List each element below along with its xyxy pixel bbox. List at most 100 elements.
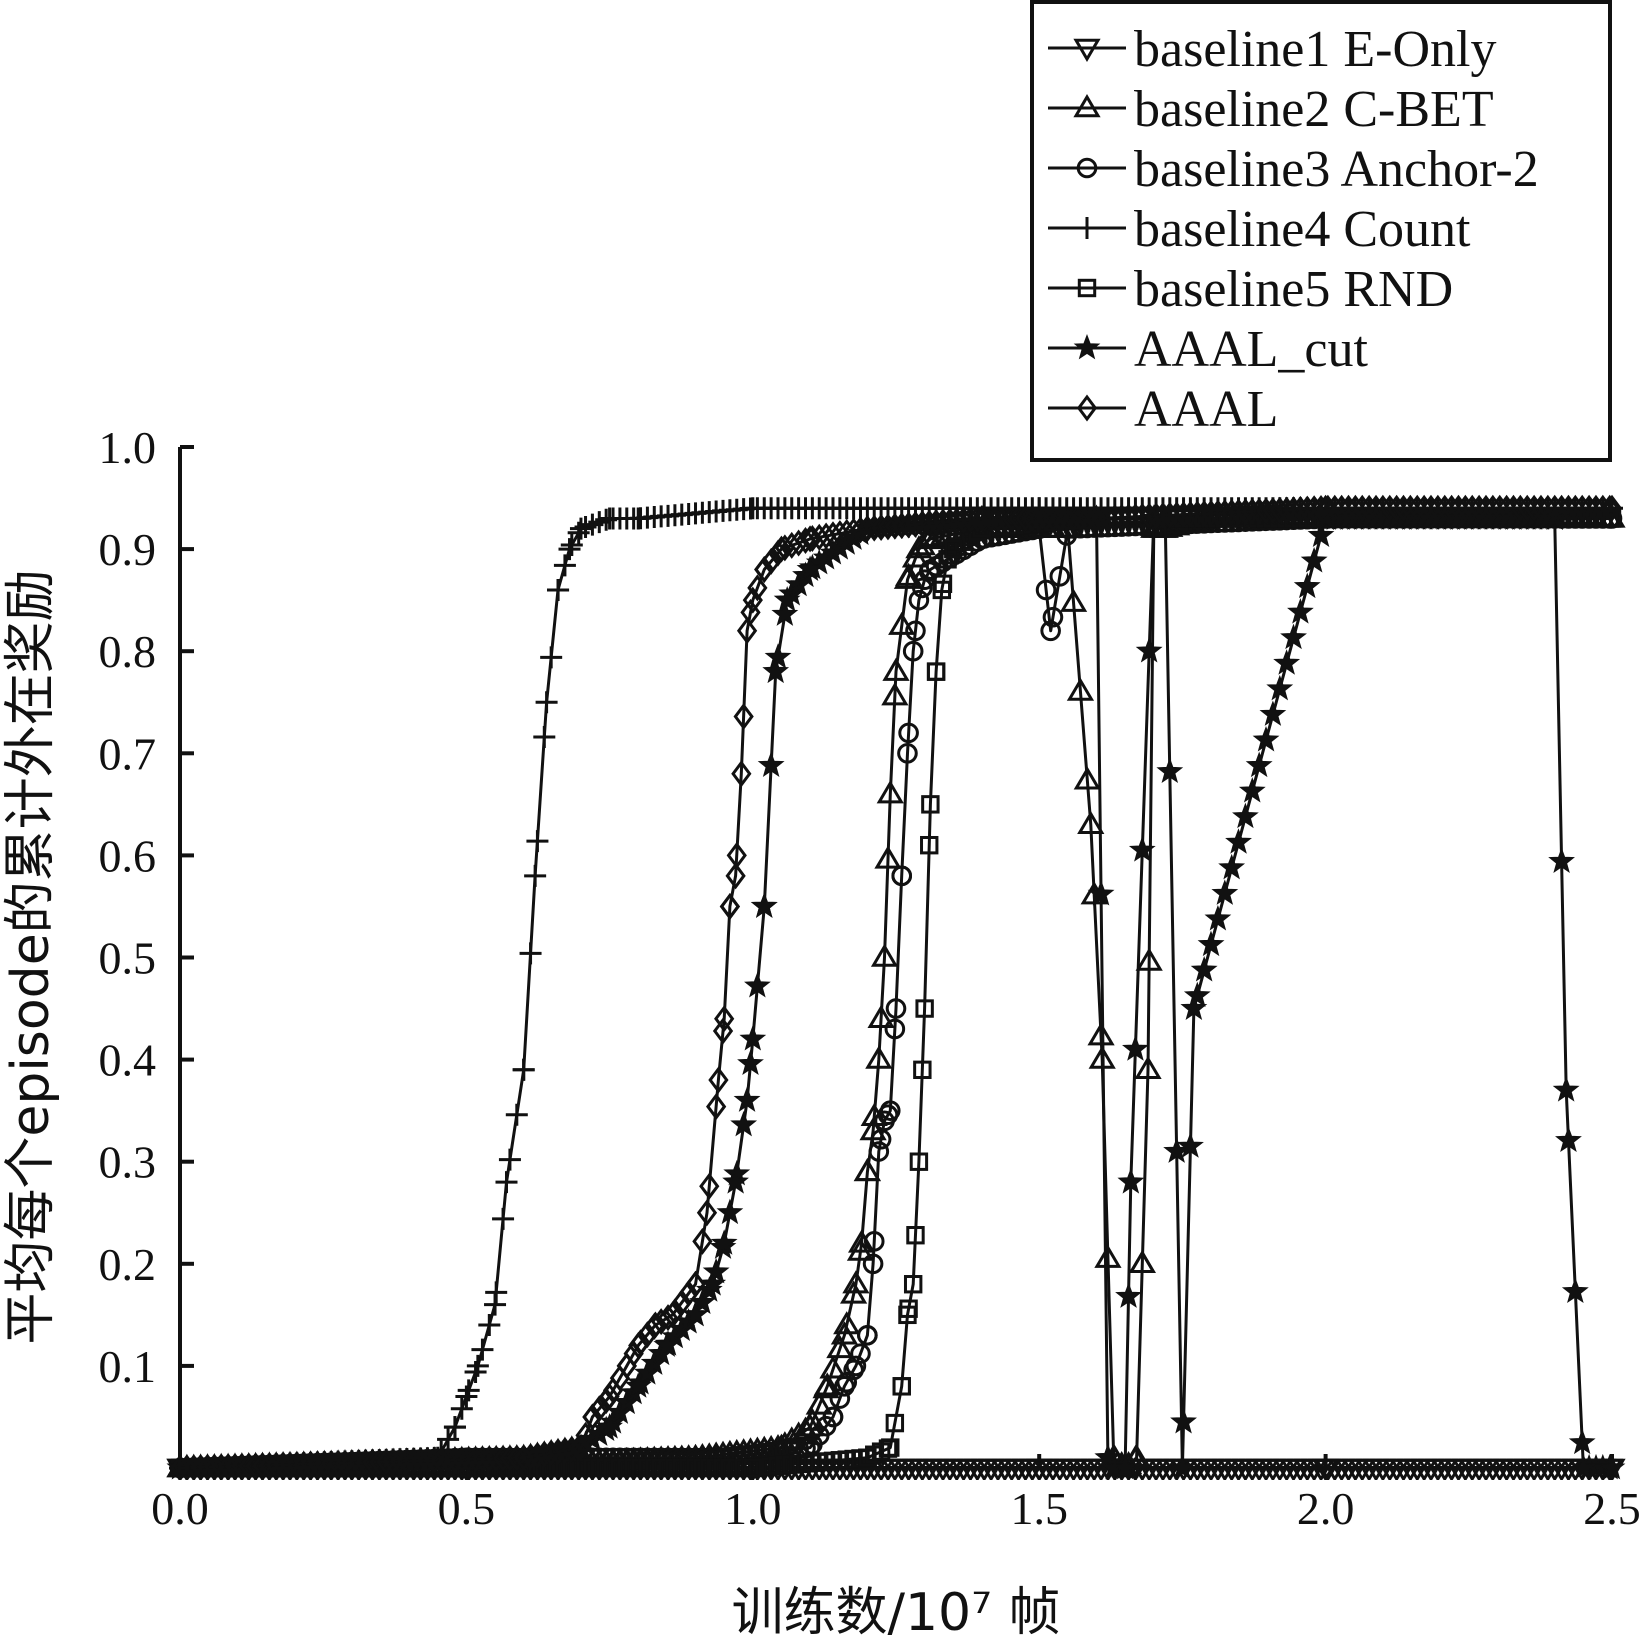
data-point xyxy=(1135,637,1163,663)
data-point xyxy=(1111,503,1132,531)
data-point xyxy=(1122,1443,1151,1467)
data-point xyxy=(1232,802,1259,829)
data-point xyxy=(743,1458,762,1478)
data-point xyxy=(881,1438,900,1457)
legend-item: AAAL_cut xyxy=(1048,321,1369,378)
data-point xyxy=(699,1172,720,1200)
x-tick-label: 1.0 xyxy=(724,1483,782,1534)
data-point xyxy=(819,1355,847,1379)
data-point xyxy=(862,1253,884,1275)
data-point xyxy=(716,1198,744,1225)
x-tick-label: 0.5 xyxy=(438,1483,496,1534)
legend-marker xyxy=(1076,217,1098,239)
data-point xyxy=(702,1257,730,1284)
data-point xyxy=(1548,847,1575,873)
data-point xyxy=(678,1279,699,1307)
data-point xyxy=(1585,494,1607,522)
data-point xyxy=(492,1444,514,1472)
data-point xyxy=(561,1435,582,1463)
data-point xyxy=(1070,504,1091,532)
data-point xyxy=(1345,494,1366,522)
data-point xyxy=(1372,494,1394,522)
data-point xyxy=(685,1270,706,1298)
data-point xyxy=(533,725,556,748)
legend-box xyxy=(1030,0,1612,462)
data-point xyxy=(1475,494,1497,522)
data-point xyxy=(1228,498,1249,526)
data-point xyxy=(754,556,775,584)
data-point xyxy=(1194,500,1215,528)
data-point xyxy=(628,1331,649,1359)
data-point xyxy=(1187,500,1208,528)
data-point xyxy=(499,1444,521,1472)
data-point xyxy=(773,586,801,612)
data-point xyxy=(850,1343,871,1364)
data-point xyxy=(1269,496,1290,524)
data-point xyxy=(478,1314,501,1337)
data-point xyxy=(915,999,934,1018)
data-point xyxy=(662,1301,683,1329)
data-point xyxy=(1197,930,1225,957)
data-point xyxy=(826,1334,854,1359)
data-point xyxy=(1311,1458,1340,1480)
data-point xyxy=(1049,566,1071,587)
data-point xyxy=(865,1045,893,1069)
data-point xyxy=(437,1446,459,1474)
tick-labels: 0.0 0.5 1.0 1.5 2.0 2.5 0.1 0.2 0.3 0.4 0.5 0.6 0.7 0… xyxy=(99,422,1641,1534)
data-point xyxy=(169,1454,191,1480)
data-point xyxy=(486,1445,507,1473)
data-point xyxy=(857,1324,878,1346)
data-point xyxy=(645,1311,666,1339)
data-point xyxy=(706,1093,727,1121)
data-point xyxy=(879,1100,901,1121)
data-point xyxy=(1087,1022,1115,1046)
data-point xyxy=(266,1451,287,1479)
data-point xyxy=(451,1446,472,1474)
data-point xyxy=(450,1397,473,1420)
data-point xyxy=(1139,502,1160,530)
legend-label: baseline2 C-BET xyxy=(1134,81,1494,138)
data-point xyxy=(799,525,821,553)
data-point xyxy=(882,657,910,681)
data-point xyxy=(747,574,768,602)
legend-label: AAAL_cut xyxy=(1134,321,1369,378)
data-point xyxy=(974,504,995,532)
data-point xyxy=(204,1453,225,1480)
data-point xyxy=(830,1321,859,1345)
data-point xyxy=(1022,504,1043,532)
data-point xyxy=(1166,501,1187,529)
data-point xyxy=(1317,494,1339,522)
data-point xyxy=(739,1025,767,1051)
data-point xyxy=(902,640,924,662)
data-point xyxy=(526,830,549,853)
series-2 xyxy=(169,508,1623,1479)
y-tick-label: 0.5 xyxy=(99,933,157,984)
data-point xyxy=(893,565,922,589)
data-point xyxy=(1338,494,1359,522)
data-point xyxy=(1297,495,1318,523)
y-tick-label: 0.6 xyxy=(99,830,157,881)
data-point xyxy=(444,1446,466,1474)
legend-label: baseline5 RND xyxy=(1134,261,1453,318)
data-point xyxy=(1290,495,1311,523)
data-point xyxy=(897,743,918,764)
legend-marker xyxy=(1076,157,1098,179)
data-point xyxy=(1238,777,1266,803)
data-point xyxy=(805,1391,833,1415)
data-point xyxy=(1569,1453,1597,1480)
data-point xyxy=(1059,588,1088,612)
data-point xyxy=(916,524,944,549)
data-point xyxy=(1482,494,1503,522)
data-point xyxy=(570,1434,592,1462)
data-point xyxy=(1207,499,1229,527)
data-point xyxy=(1200,499,1222,527)
y-tick-label: 0.8 xyxy=(99,626,157,677)
data-point xyxy=(1315,494,1336,522)
data-point xyxy=(1040,620,1061,642)
data-point xyxy=(967,505,988,533)
data-point xyxy=(327,1449,349,1477)
data-point xyxy=(1214,499,1235,527)
data-point xyxy=(1601,494,1623,522)
data-point xyxy=(926,662,946,681)
